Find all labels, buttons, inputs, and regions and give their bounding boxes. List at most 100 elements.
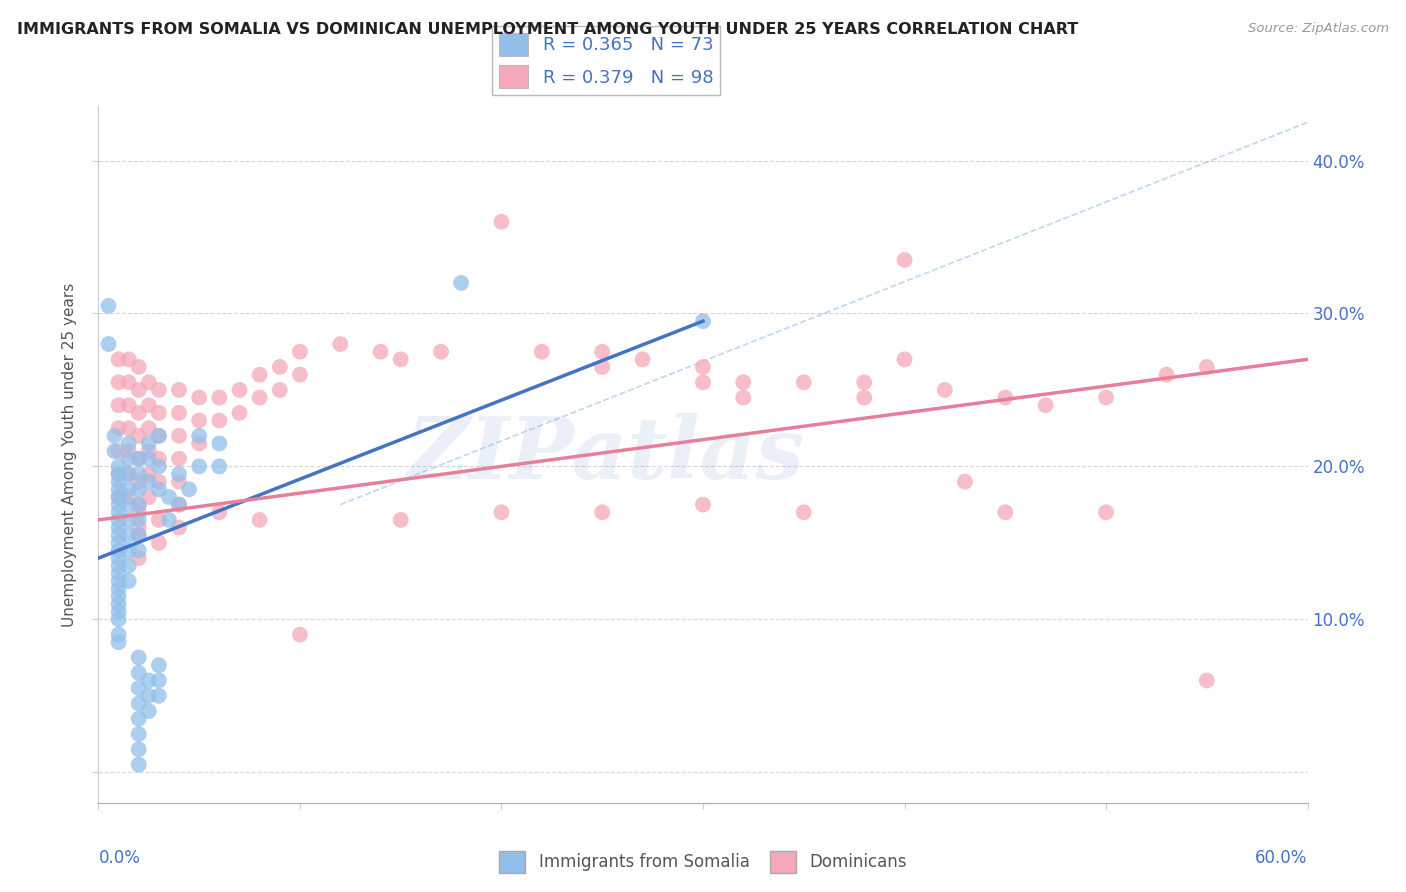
Point: [167, 520, 190, 534]
Point: [228, 383, 250, 397]
Point: [167, 451, 190, 466]
Point: [107, 543, 129, 558]
Point: [288, 627, 311, 641]
Point: [893, 252, 915, 267]
Point: [188, 413, 211, 427]
Point: [793, 376, 815, 390]
Point: [167, 498, 190, 512]
Point: [128, 498, 150, 512]
Point: [692, 314, 714, 328]
Point: [148, 406, 170, 420]
Point: [591, 505, 613, 519]
Point: [138, 673, 160, 688]
Point: [138, 490, 160, 504]
Point: [128, 513, 150, 527]
Point: [148, 429, 170, 443]
Point: [107, 635, 129, 649]
Point: [128, 528, 150, 542]
Point: [107, 505, 129, 519]
Point: [1035, 398, 1057, 412]
Point: [128, 483, 150, 497]
Point: [692, 359, 714, 374]
Point: [128, 727, 150, 741]
Point: [118, 376, 141, 390]
Text: 0.0%: 0.0%: [98, 848, 141, 867]
Point: [97, 299, 120, 313]
Point: [157, 490, 180, 504]
Point: [118, 352, 141, 367]
Point: [953, 475, 976, 489]
Point: [157, 513, 180, 527]
Point: [188, 459, 211, 474]
Point: [148, 429, 170, 443]
Point: [107, 513, 129, 527]
Point: [107, 520, 129, 534]
Point: [107, 612, 129, 626]
Point: [107, 376, 129, 390]
Point: [288, 344, 311, 359]
Point: [107, 467, 129, 481]
Point: [107, 590, 129, 604]
Point: [994, 391, 1017, 405]
Point: [118, 528, 141, 542]
Point: [1195, 673, 1218, 688]
Point: [208, 436, 231, 450]
Point: [118, 490, 141, 504]
Point: [329, 337, 352, 351]
Point: [107, 574, 129, 588]
Point: [138, 421, 160, 435]
Point: [107, 498, 129, 512]
Point: [107, 558, 129, 573]
Point: [430, 344, 453, 359]
Point: [128, 383, 150, 397]
Point: [107, 444, 129, 458]
Point: [148, 513, 170, 527]
Point: [128, 475, 150, 489]
Point: [118, 398, 141, 412]
Point: [118, 467, 141, 481]
Point: [107, 597, 129, 611]
Point: [591, 344, 613, 359]
Point: [228, 406, 250, 420]
Point: [188, 429, 211, 443]
Point: [138, 451, 160, 466]
Point: [138, 704, 160, 718]
Point: [107, 483, 129, 497]
Point: [118, 467, 141, 481]
Point: [389, 513, 412, 527]
Point: [107, 627, 129, 641]
Point: [138, 444, 160, 458]
Point: [138, 376, 160, 390]
Point: [118, 483, 141, 497]
Point: [148, 536, 170, 550]
Point: [692, 376, 714, 390]
Point: [1095, 391, 1118, 405]
Point: [591, 359, 613, 374]
Point: [733, 391, 755, 405]
Point: [167, 467, 190, 481]
Point: [167, 383, 190, 397]
Point: [450, 276, 472, 290]
Point: [128, 467, 150, 481]
Point: [118, 444, 141, 458]
Point: [893, 352, 915, 367]
Point: [288, 368, 311, 382]
Point: [934, 383, 956, 397]
Point: [107, 605, 129, 619]
Text: ZIPatlas: ZIPatlas: [408, 413, 806, 497]
Point: [107, 582, 129, 596]
Point: [128, 505, 150, 519]
Point: [853, 391, 876, 405]
Point: [631, 352, 654, 367]
Point: [1156, 368, 1178, 382]
Point: [128, 681, 150, 695]
Point: [118, 421, 141, 435]
Point: [128, 528, 150, 542]
Point: [994, 505, 1017, 519]
Point: [138, 398, 160, 412]
Point: [128, 650, 150, 665]
Text: IMMIGRANTS FROM SOMALIA VS DOMINICAN UNEMPLOYMENT AMONG YOUTH UNDER 25 YEARS COR: IMMIGRANTS FROM SOMALIA VS DOMINICAN UNE…: [17, 22, 1078, 37]
Point: [107, 421, 129, 435]
Point: [128, 359, 150, 374]
Point: [138, 689, 160, 703]
